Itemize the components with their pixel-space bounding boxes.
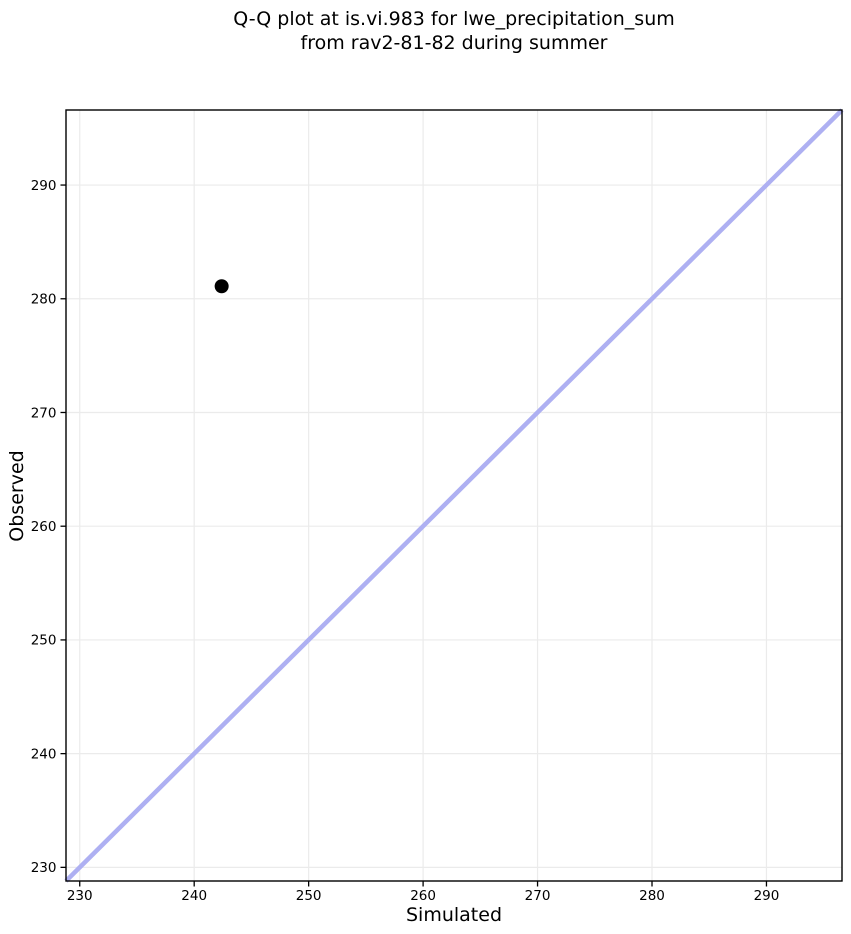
chart-title: Q-Q plot at is.vi.983 for lwe_precipitat… [233, 7, 675, 55]
x-tick-label: 240 [181, 888, 207, 904]
data-point [214, 279, 229, 294]
y-tick-label: 240 [31, 746, 57, 762]
y-tick-label: 260 [31, 519, 57, 535]
x-tick-label: 260 [410, 888, 436, 904]
x-tick-label: 230 [67, 888, 93, 904]
chart-title-line1: Q-Q plot at is.vi.983 for lwe_precipitat… [233, 8, 675, 30]
x-tick-label: 280 [639, 888, 665, 904]
plot-border [65, 109, 843, 882]
y-tick-label: 230 [31, 860, 57, 876]
x-tick-label: 250 [296, 888, 322, 904]
y-tick-label: 270 [31, 405, 57, 421]
y-tick-label: 250 [31, 633, 57, 649]
x-tick-label: 270 [525, 888, 551, 904]
y-tick-label: 280 [31, 292, 57, 308]
x-axis-label: Simulated [405, 904, 503, 926]
chart-title-line2: from rav2-81-82 during summer [300, 32, 608, 54]
y-axis-label: Observed [6, 450, 28, 542]
identity-line [64, 108, 844, 883]
x-tick-label: 290 [754, 888, 780, 904]
y-tick-label: 290 [31, 178, 57, 194]
